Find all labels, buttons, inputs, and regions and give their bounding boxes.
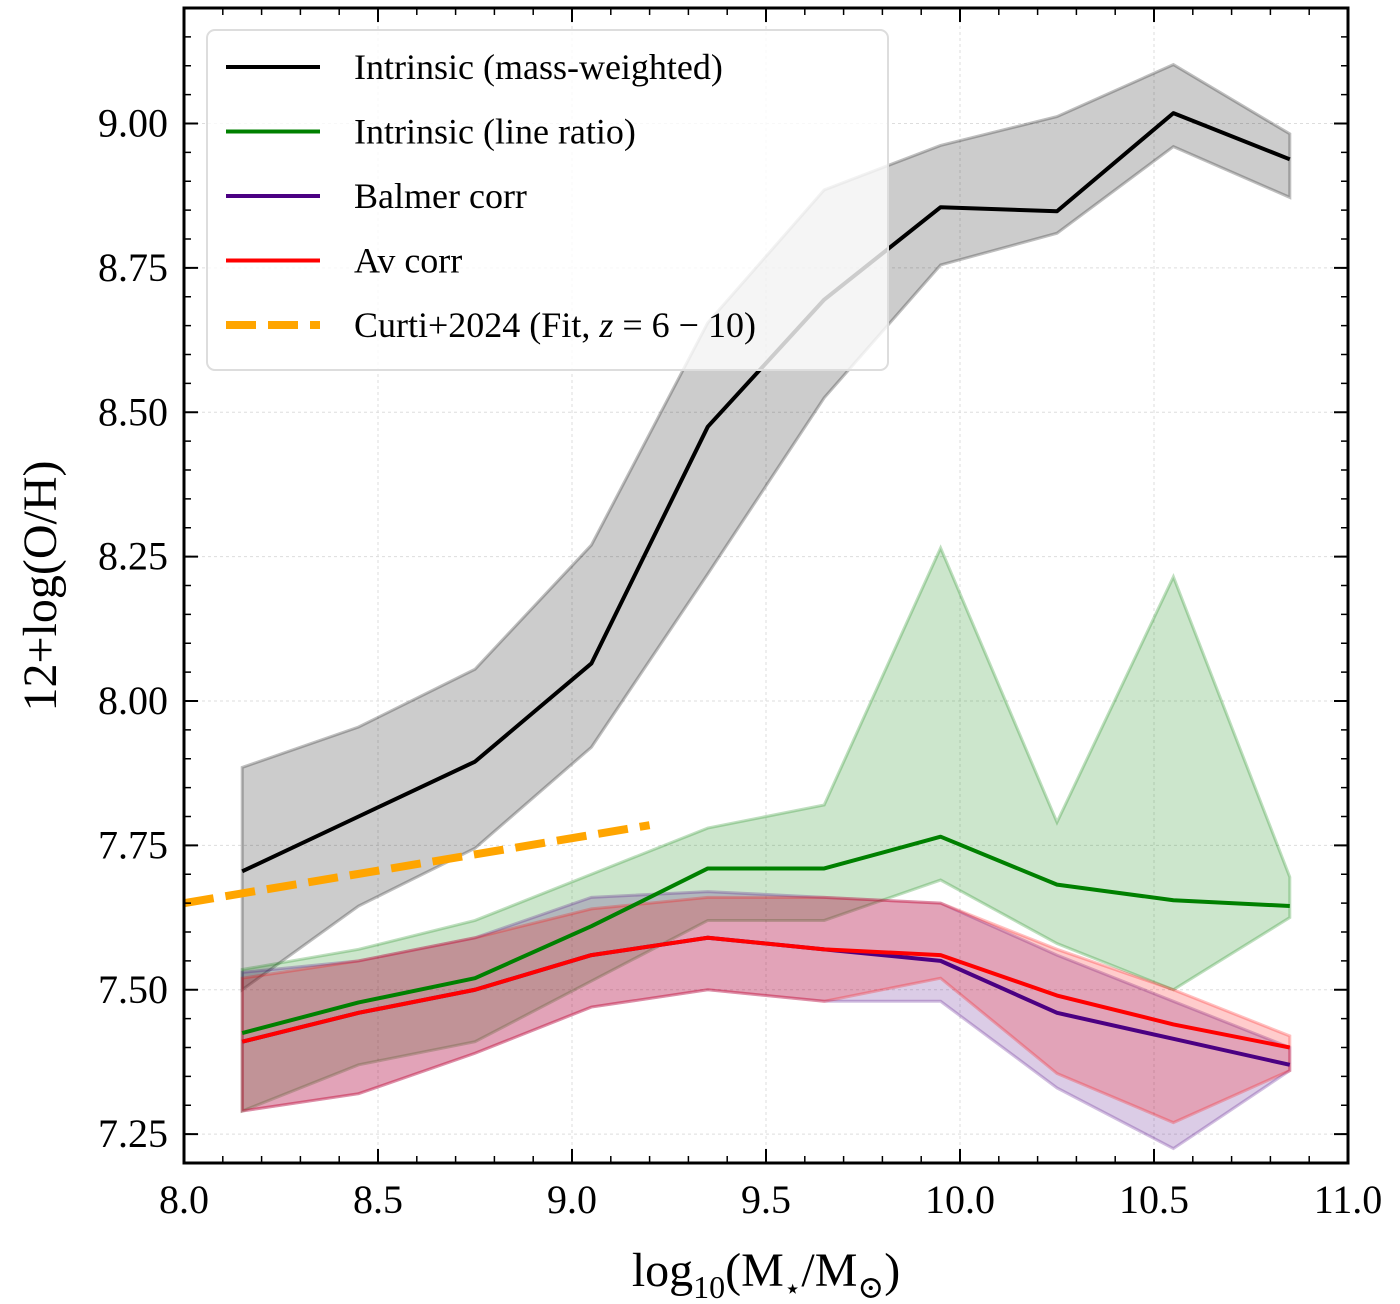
x-axis-title: log10(M⋆/M⊙): [632, 1244, 900, 1304]
intrinsic-line-ratio-band: [240, 544, 1292, 1114]
y-tick-label: 9.00: [98, 101, 168, 146]
intrinsic-line-ratio-line: [241, 834, 1290, 1035]
balmer-corr-band: [240, 890, 1292, 1151]
x-axis-title-paren: (M: [725, 1244, 784, 1297]
x-tick-label: 8.0: [159, 1177, 209, 1222]
legend-label-intrinsic-mass-weighted: Intrinsic (mass-weighted): [354, 47, 723, 87]
legend-label-curti-2024-fit: Curti+2024 (Fit, z = 6 − 10): [354, 305, 756, 345]
x-axis-title-end: ): [884, 1244, 900, 1297]
legend-label-av-corr: Av corr: [354, 241, 462, 281]
x-tick-label: 9.0: [547, 1177, 597, 1222]
x-tick-label: 8.5: [353, 1177, 403, 1222]
y-tick-label: 7.75: [98, 822, 168, 867]
x-axis-title-sun: ⊙: [857, 1269, 884, 1304]
intrinsic-mass-weighted-band: [240, 62, 1292, 993]
legend-box: [206, 29, 889, 371]
plot-frame: [182, 6, 1350, 1165]
curti-2024-fit-line: [184, 821, 651, 908]
y-tick-label: 8.75: [98, 245, 168, 290]
ticks: 8.0 8.5 9.0 9.5 10.0 10.5 11.0 7.25 7.50 7.75 8.00…: [98, 7, 1383, 1222]
av-corr-line: [241, 935, 1291, 1050]
y-axis-title: 12+log(O/H): [14, 460, 67, 711]
legend: Intrinsic (mass-weighted) Intrinsic (line…: [206, 29, 889, 371]
x-axis-title-log: log: [632, 1244, 693, 1297]
x-axis-title-star: ⋆: [784, 1274, 802, 1304]
x-tick-label: 11.0: [1314, 1177, 1383, 1222]
legend-label-balmer-corr: Balmer corr: [354, 176, 527, 216]
y-tick-label: 8.50: [98, 389, 168, 434]
legend-label-intrinsic-line-ratio: Intrinsic (line ratio): [354, 112, 636, 152]
x-tick-label: 9.5: [741, 1177, 791, 1222]
y-tick-label: 7.25: [98, 1111, 168, 1156]
uncertainty-bands: [240, 62, 1292, 1151]
y-tick-label: 8.25: [98, 534, 168, 579]
y-tick-label: 7.50: [98, 967, 168, 1012]
x-tick-label: 10.5: [1119, 1177, 1189, 1222]
series-lines: [184, 111, 1291, 1067]
y-tick-label: 8.00: [98, 678, 168, 723]
x-tick-label: 10.0: [925, 1177, 995, 1222]
x-axis-title-mid: /M: [801, 1244, 857, 1297]
x-axis-title-sub: 10: [693, 1269, 725, 1304]
